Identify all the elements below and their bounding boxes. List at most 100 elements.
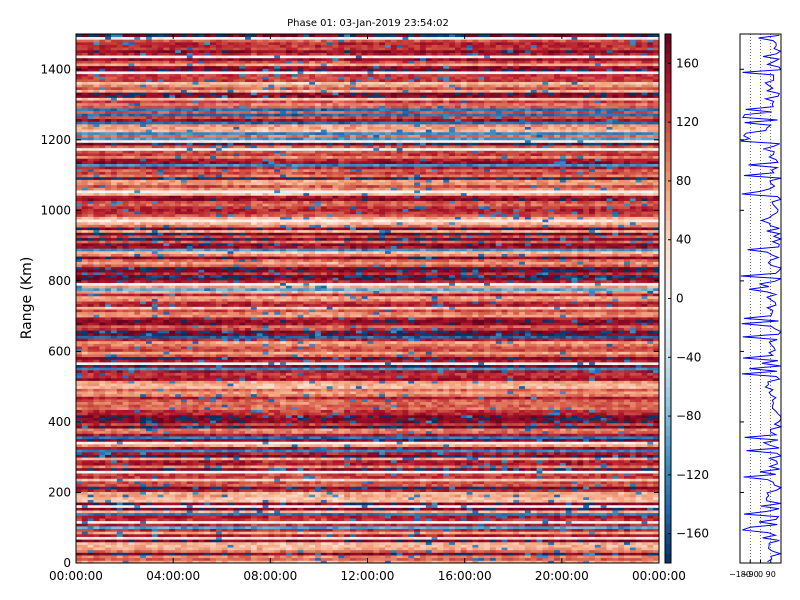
heatmap-cell <box>437 499 444 503</box>
heatmap-cell <box>198 515 205 519</box>
heatmap-cell <box>472 459 479 463</box>
heatmap-cell <box>198 547 205 551</box>
heatmap-cell <box>554 504 561 508</box>
heatmap-cell <box>76 555 83 559</box>
heatmap-cell <box>361 486 368 490</box>
heatmap-cell <box>315 436 322 440</box>
heatmap-cell <box>635 441 642 445</box>
heatmap-cell <box>262 552 269 556</box>
heatmap-cell <box>548 504 555 508</box>
heatmap-cell <box>87 467 94 471</box>
heatmap-cell <box>280 555 287 559</box>
heatmap-cell <box>274 488 281 492</box>
heatmap-cell <box>641 488 648 492</box>
heatmap-cell <box>577 502 584 506</box>
heatmap-cell <box>268 531 275 535</box>
heatmap-cell <box>565 436 572 440</box>
heatmap-cell <box>653 467 660 471</box>
heatmap-cell <box>565 433 572 437</box>
heatmap-cell <box>210 475 217 479</box>
heatmap-cell <box>291 560 298 564</box>
heatmap-cell <box>355 470 363 474</box>
heatmap-cell <box>198 470 205 474</box>
heatmap-cell <box>408 544 415 548</box>
heatmap-cell <box>245 544 252 548</box>
heatmap-cell <box>542 475 549 479</box>
heatmap-cell <box>495 473 502 477</box>
heatmap-cell <box>175 478 182 482</box>
heatmap-cell <box>128 536 135 540</box>
heatmap-cell <box>571 491 578 495</box>
heatmap-cell <box>600 494 607 498</box>
heatmap-cell <box>326 433 333 437</box>
heatmap-cell <box>221 515 228 519</box>
heatmap-cell <box>396 499 403 503</box>
heatmap-cell <box>338 541 345 545</box>
heatmap-cell <box>262 443 269 448</box>
heatmap-cell <box>87 557 94 561</box>
heatmap-cell <box>583 481 590 485</box>
heatmap-cell <box>332 541 339 545</box>
heatmap-cell <box>612 528 619 532</box>
heatmap-cell <box>99 544 106 548</box>
heatmap-cell <box>624 451 631 455</box>
heatmap-cell <box>245 512 252 516</box>
heatmap-cell <box>589 483 596 487</box>
heatmap-cell <box>396 457 403 461</box>
heatmap-cell <box>204 504 211 508</box>
heatmap-cell <box>262 496 269 500</box>
heatmap-cell <box>559 560 567 564</box>
heatmap-cell <box>215 555 223 559</box>
heatmap-cell <box>309 544 316 548</box>
heatmap-cell <box>624 441 631 445</box>
heatmap-cell <box>110 438 118 442</box>
heatmap-cell <box>309 454 316 458</box>
heatmap-cell <box>122 467 129 471</box>
heatmap-cell <box>145 507 153 511</box>
heatmap-cell <box>635 523 642 527</box>
heatmap-cell <box>186 560 193 564</box>
heatmap-cell <box>110 520 118 524</box>
heatmap-cell <box>606 494 613 498</box>
heatmap-cell <box>140 523 147 527</box>
heatmap-cell <box>180 454 188 458</box>
heatmap-cell <box>443 507 450 511</box>
heatmap-cell <box>157 457 164 461</box>
heatmap-cell <box>180 536 188 540</box>
heatmap-cell <box>373 443 380 448</box>
heatmap-cell <box>280 560 287 564</box>
heatmap-cell <box>624 510 631 514</box>
heatmap-cell <box>437 449 444 453</box>
heatmap-cell <box>210 433 217 437</box>
heatmap-cell <box>466 520 473 524</box>
heatmap-cell <box>507 454 514 458</box>
heatmap-cell <box>163 470 170 474</box>
heatmap-cell <box>629 504 637 508</box>
heatmap-cell <box>408 488 415 492</box>
heatmap-cell <box>565 557 572 561</box>
heatmap-cell <box>355 436 363 440</box>
heatmap-cell <box>297 502 304 506</box>
heatmap-cell <box>507 441 514 445</box>
heatmap-cell <box>332 539 339 543</box>
heatmap-cell <box>437 438 444 442</box>
heatmap-cell <box>186 478 193 482</box>
heatmap-cell <box>408 539 415 543</box>
heatmap-cell <box>256 504 263 508</box>
heatmap-cell <box>262 446 269 450</box>
heatmap-cell <box>280 454 287 458</box>
heatmap-cell <box>600 515 607 519</box>
heatmap-cell <box>624 549 631 553</box>
heatmap-cell <box>93 541 100 545</box>
heatmap-cell <box>122 523 129 527</box>
heatmap-cell <box>87 528 94 532</box>
heatmap-cell <box>361 539 368 543</box>
heatmap-cell <box>163 465 170 469</box>
heatmap-cell <box>256 512 263 516</box>
heatmap-cell <box>635 502 642 506</box>
heatmap-cell <box>489 531 497 535</box>
heatmap-cell <box>408 441 415 445</box>
heatmap-cell <box>402 462 409 466</box>
heatmap-cell <box>303 549 310 553</box>
heatmap-cell <box>332 555 339 559</box>
